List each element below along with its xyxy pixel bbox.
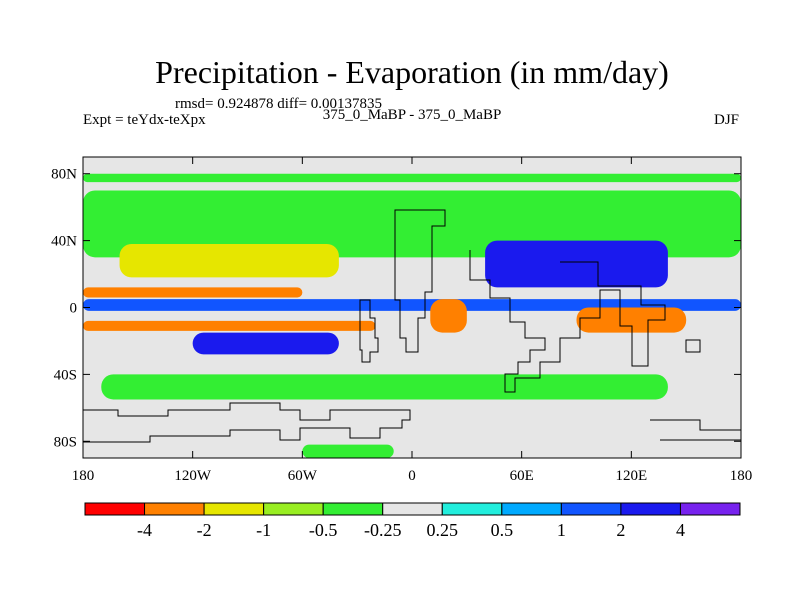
coastlines xyxy=(83,209,741,443)
coastline-eurasia xyxy=(469,250,666,393)
colorbar-label: -2 xyxy=(197,520,212,540)
coastline-antarctica-east xyxy=(650,419,741,441)
colorbar-swatch xyxy=(144,502,205,516)
chart-title: Precipitation - Evaporation (in mm/day) xyxy=(155,54,669,90)
field-nh-midlat-belt xyxy=(83,190,741,258)
field-tropical-dry-band xyxy=(83,320,376,331)
x-tick-label: 0 xyxy=(408,468,416,484)
field-nh-orange-band xyxy=(83,287,303,298)
field-sh-tropics-wet xyxy=(192,332,339,355)
colorbar-label: 0.5 xyxy=(491,520,514,540)
colorbar-swatch xyxy=(382,502,443,516)
colorbar-swatch xyxy=(501,502,562,516)
field-itcz-wet-band xyxy=(83,299,741,311)
period-label: 375_0_MaBP - 375_0_MaBP xyxy=(323,107,502,123)
x-tick-label: 120W xyxy=(174,468,212,484)
colorbar-label: 1 xyxy=(557,520,566,540)
colorbar-label: 2 xyxy=(616,520,625,540)
coastline-africa xyxy=(394,209,446,353)
colorbar-swatch xyxy=(263,502,324,516)
season-label: DJF xyxy=(714,112,739,128)
colorbar-swatch xyxy=(620,502,681,516)
x-tick-label: 120E xyxy=(615,468,647,484)
y-tick-label: 0 xyxy=(70,301,78,317)
field-east-pacific-wet xyxy=(485,240,668,288)
field-asia-dry xyxy=(576,307,687,333)
field-nh-arctic-patch xyxy=(83,173,741,183)
field-nh-subtropics-dry xyxy=(119,243,339,278)
colorbar-swatch xyxy=(679,502,741,516)
colorbar-swatch xyxy=(203,502,265,516)
map-area xyxy=(82,156,742,459)
colorbar-label: -0.25 xyxy=(364,520,402,540)
colorbar-label: -4 xyxy=(137,520,152,540)
y-tick-label: 40N xyxy=(51,234,77,250)
field-antarctic-wet xyxy=(302,444,394,458)
colorbar-label: -1 xyxy=(256,520,271,540)
colorbar-swatch xyxy=(441,502,503,516)
stats-label: rmsd= 0.924878 diff= 0.00137835 xyxy=(175,96,382,112)
x-tick-label: 60E xyxy=(510,468,534,484)
field-africa-dry xyxy=(430,299,467,333)
colorbar-label: 4 xyxy=(676,520,685,540)
x-tick-label: 60W xyxy=(288,468,318,484)
y-axis: 80N 40N 0 40S 80S xyxy=(51,167,741,450)
y-tick-label: 80S xyxy=(54,434,77,450)
colorbar-label: 0.25 xyxy=(427,520,459,540)
x-tick-label: 180 xyxy=(730,468,753,484)
map-fields xyxy=(83,173,741,458)
y-tick-label: 80N xyxy=(51,167,77,183)
colorbar: -4 -2 -1 -0.5 -0.25 0.25 0.5 1 2 4 xyxy=(84,502,741,540)
coastline-island xyxy=(685,339,701,353)
experiment-label: Expt = teYdx-teXpx xyxy=(83,112,206,128)
x-tick-label: 180 xyxy=(72,468,95,484)
y-tick-label: 40S xyxy=(54,367,77,383)
colorbar-swatch xyxy=(84,502,146,516)
x-axis: 180 120W 60W 0 60E 120E 180 xyxy=(72,157,753,484)
colorbar-label: -0.5 xyxy=(309,520,338,540)
colorbar-swatch xyxy=(322,502,384,516)
coastline-antarctica xyxy=(83,402,411,443)
colorbar-swatch xyxy=(560,502,622,516)
coastline-south-america xyxy=(359,299,379,363)
field-sh-midlat-belt xyxy=(101,374,668,400)
